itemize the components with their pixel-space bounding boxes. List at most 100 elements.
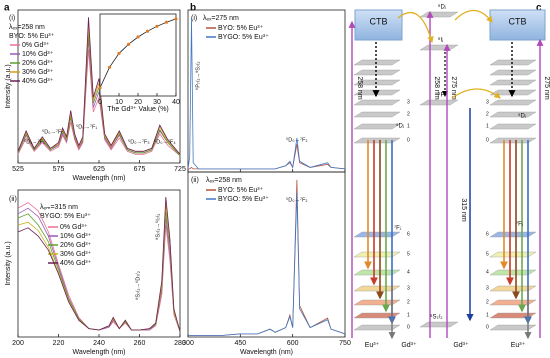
level-number: 3 <box>407 285 410 291</box>
data-point <box>136 35 140 39</box>
energy-level <box>419 11 459 18</box>
panel-label: b <box>190 3 196 14</box>
energy-level <box>353 312 401 319</box>
x-tick-label: 260 <box>134 340 146 347</box>
legend-title: λₑₘ=315 nm <box>40 204 78 211</box>
transfer-arrow <box>454 9 493 23</box>
x-tick-label: 725 <box>174 166 186 173</box>
x-tick-label: 280 <box>174 340 186 347</box>
gd-level-label: ⁶Dⱼ <box>438 4 446 11</box>
ctb-label: CTB <box>509 16 527 26</box>
energy-level <box>353 59 401 66</box>
annotation: ⁵D₀→⁷F₀ <box>42 128 64 135</box>
ion-label: Gd³⁺ <box>453 342 469 349</box>
x-tick-label: 300 <box>182 340 194 347</box>
level-number: 1 <box>486 312 489 318</box>
level-number: 4 <box>486 269 489 275</box>
data-point <box>174 17 178 21</box>
legend-title: λₑₓ=258 nm <box>9 24 45 31</box>
level-number: 2 <box>486 299 489 305</box>
data-point <box>164 20 169 24</box>
energy-level <box>353 111 401 118</box>
energy-level <box>353 231 401 238</box>
energy-level <box>489 59 537 66</box>
x-tick-label: 20 <box>134 99 142 106</box>
level-number: 2 <box>407 299 410 305</box>
x-axis-label: Wavelength (nm) <box>72 349 125 356</box>
energy-level <box>489 99 537 106</box>
energy-level <box>353 324 401 331</box>
ion-label: Eu³⁺ <box>511 342 526 349</box>
annotation: ⁵D₀→⁷F₂ <box>286 136 308 143</box>
annotation: ⁶P₇/₂→⁸S₇/₂ <box>194 61 201 90</box>
ctb-box <box>489 9 546 41</box>
energy-level <box>489 251 537 258</box>
energy-level <box>419 99 459 106</box>
plot-frame <box>99 13 177 97</box>
legend-label: BYO: 5% Eu³⁺ <box>218 187 264 194</box>
legend-label: 20% Gd³⁺ <box>60 242 92 249</box>
x-tick-label: 575 <box>53 166 65 173</box>
wavelength-label: 275 nm <box>543 76 550 100</box>
energy-level <box>353 79 401 86</box>
data-point <box>98 86 102 90</box>
x-tick-label: 220 <box>53 340 65 347</box>
panel-label: c <box>536 3 542 14</box>
legend-title: λₑₓ=275 nm <box>203 15 239 22</box>
plot-frame <box>187 171 346 338</box>
legend-label: BYGO: 5% Eu³⁺ <box>218 34 269 41</box>
series-line <box>17 196 181 332</box>
level-number: 5 <box>407 251 410 257</box>
legend-label: 30% Gd³⁺ <box>60 251 92 258</box>
series-line <box>17 17 181 155</box>
data-point <box>145 29 150 33</box>
ctb-box <box>354 9 403 41</box>
level-number: 1 <box>407 312 410 318</box>
energy-level <box>489 111 537 118</box>
level-number: 3 <box>407 99 410 105</box>
x-tick-label: 0 <box>98 99 102 106</box>
panel-sublabel: (ii) <box>9 196 17 203</box>
ion-label: Eu³⁺ <box>365 342 380 349</box>
series-line <box>188 144 346 170</box>
gd-level-label: ⁶Iⱼ <box>438 37 443 44</box>
annotation: ⁵D₁→⁷F₁ <box>24 138 45 145</box>
y-axis-label: Intensity (a.u.) <box>5 64 12 108</box>
level-number: 0 <box>486 324 489 330</box>
x-axis-label: Wavelength (nm) <box>240 349 293 356</box>
energy-level <box>353 269 401 276</box>
energy-level <box>489 269 537 276</box>
x-tick-label: 200 <box>12 340 24 347</box>
energy-level <box>489 137 537 144</box>
level-number: 1 <box>407 123 410 129</box>
level-number: 4 <box>407 269 410 275</box>
x-axis-label: Wavelength (nm) <box>72 175 125 182</box>
annotation: ⁵D₀→⁷F₂ <box>286 196 308 203</box>
level-number: 2 <box>407 111 410 117</box>
ctb-label: CTB <box>370 16 388 26</box>
wavelength-label: 275 nm <box>450 76 457 100</box>
energy-level <box>489 231 537 238</box>
x-tick-label: 240 <box>93 340 105 347</box>
gd-level-label: ⁸S₇/₂ <box>430 314 443 321</box>
level-number: 1 <box>486 123 489 129</box>
x-tick-label: 600 <box>287 340 299 347</box>
level-number: 6 <box>486 231 489 237</box>
level-number: 3 <box>486 285 489 291</box>
legend-label: 30% Gd³⁺ <box>22 69 54 76</box>
legend-label: 40% Gd³⁺ <box>22 78 54 85</box>
energy-level <box>489 89 537 96</box>
energy-level <box>353 69 401 76</box>
annotation: ⁵D₀→⁷F₄ <box>154 138 176 145</box>
eu-level-label: ⁷Fⱼ <box>516 221 523 228</box>
transfer-arrow <box>397 12 434 44</box>
energy-level <box>489 123 537 130</box>
x-tick-label: 750 <box>339 340 351 347</box>
wavelength-label: 258 nm <box>356 76 363 100</box>
annotation: ⁵D₀→⁷F₃ <box>128 138 150 145</box>
y-axis-label: Intensity (a.u.) <box>5 241 12 285</box>
energy-level <box>489 69 537 76</box>
series-line <box>187 17 346 170</box>
x-tick-label: 450 <box>234 340 246 347</box>
gd-level-label: ⁶P <box>438 92 444 99</box>
